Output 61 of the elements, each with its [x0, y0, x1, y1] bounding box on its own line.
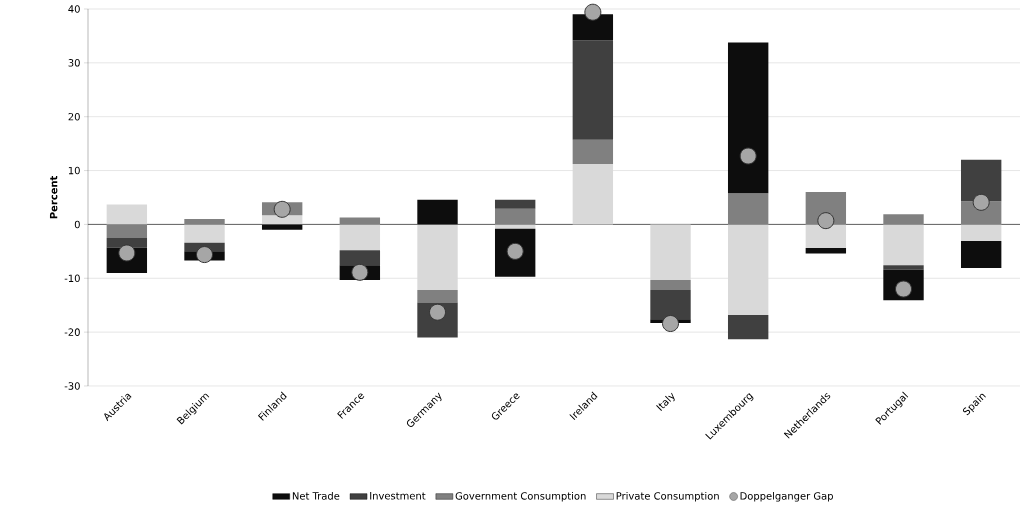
- bar: [805, 248, 847, 254]
- bar: [883, 265, 924, 270]
- bar: [727, 193, 769, 225]
- y-tick-label: 20: [68, 112, 80, 121]
- point: [118, 244, 136, 262]
- legend-label: Investment: [370, 492, 426, 500]
- point: [972, 193, 990, 211]
- bar: [106, 224, 148, 238]
- bar: [339, 217, 381, 225]
- y-tick-label: -20: [64, 328, 80, 336]
- bar: [106, 204, 148, 225]
- y-tick-label: -10: [64, 274, 80, 283]
- y-tick-label: -30: [64, 382, 80, 390]
- y-axis-title: Percent: [49, 175, 58, 219]
- bar: [883, 214, 924, 225]
- bar: [960, 241, 1002, 269]
- bar: [184, 219, 225, 225]
- bar: [727, 314, 769, 340]
- bar: [572, 139, 614, 165]
- point: [273, 200, 291, 218]
- point: [739, 147, 757, 165]
- bar: [184, 224, 225, 243]
- bar: [960, 159, 1002, 202]
- bar: [339, 224, 381, 251]
- y-tick-label: 30: [68, 59, 80, 67]
- y-tick-label: 10: [68, 166, 80, 175]
- bar: [727, 42, 769, 194]
- bar: [106, 237, 148, 248]
- bar: [960, 224, 1002, 242]
- point: [895, 280, 913, 298]
- legend-label: Doppelganger Gap: [740, 491, 833, 502]
- bar: [339, 250, 381, 266]
- bar: [261, 215, 303, 225]
- legend-label: Net Trade: [292, 491, 340, 500]
- legend-label: Government Consumption: [455, 491, 586, 502]
- bar: [883, 224, 924, 266]
- point: [817, 212, 835, 230]
- bar: [417, 224, 458, 291]
- bar: [650, 279, 691, 291]
- y-tick-label: 40: [68, 5, 80, 13]
- bar: [261, 224, 303, 230]
- point: [351, 263, 369, 281]
- bar: [650, 290, 691, 320]
- bar: [494, 224, 536, 229]
- bar: [805, 224, 847, 249]
- bar: [572, 14, 614, 41]
- bar: [727, 224, 769, 315]
- point: [584, 3, 602, 21]
- point: [196, 246, 214, 264]
- point: [506, 242, 524, 260]
- bar: [417, 199, 458, 225]
- legend-label: Private Consumption: [616, 491, 719, 502]
- bar: [572, 164, 614, 225]
- bar: [572, 40, 614, 140]
- bar: [494, 199, 536, 209]
- bar: [650, 224, 691, 280]
- bar: [494, 208, 536, 225]
- bar: [417, 290, 458, 303]
- y-tick-label: 0: [74, 220, 80, 229]
- point: [429, 303, 447, 321]
- point: [662, 315, 680, 333]
